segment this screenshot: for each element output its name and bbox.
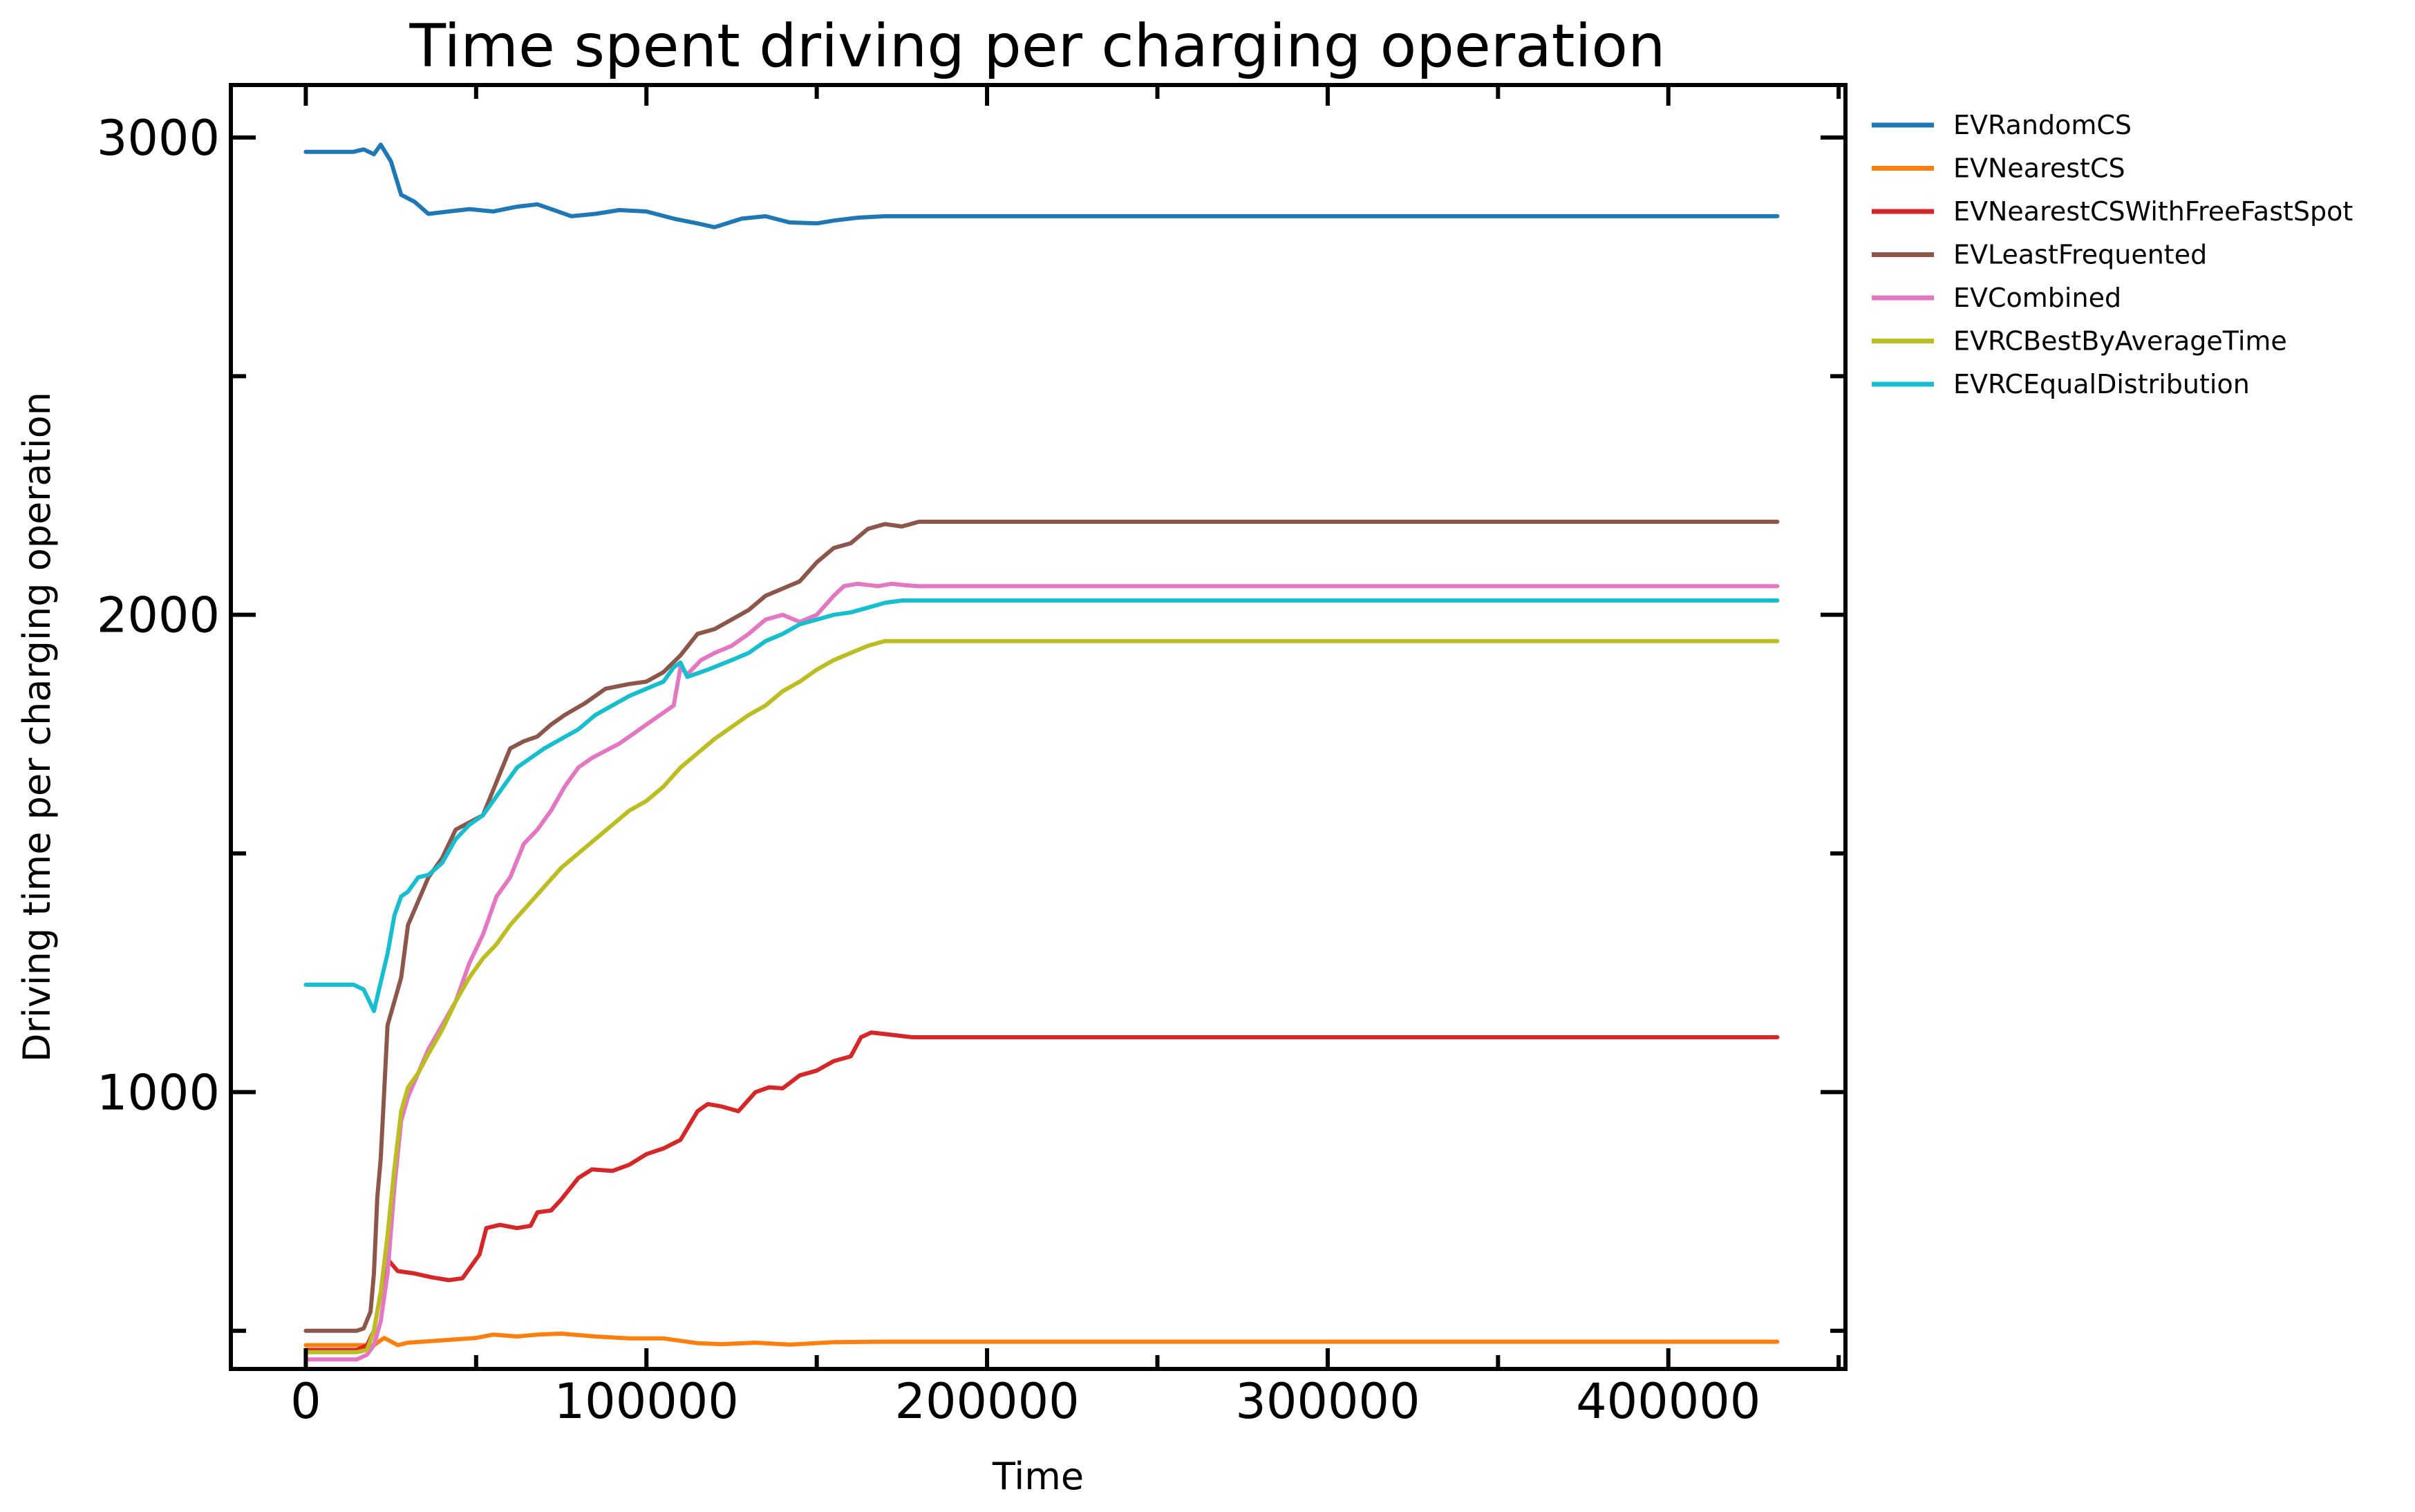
series-line-evrc-equal-distribution: [303, 598, 1780, 1013]
x-tick-label: 200000: [894, 1373, 1079, 1430]
legend-label: EVRCEqualDistribution: [1953, 369, 2250, 399]
series-line-ev-random-cs: [303, 142, 1780, 229]
legend-label: EVRandomCS: [1953, 110, 2132, 140]
legend-item: EVRCBestByAverageTime: [1872, 326, 2287, 357]
legend: EVRandomCS EVNearestCS EVNearestCSWithFree…: [1872, 110, 2353, 399]
series-line-ev-nearest-cs: [303, 1331, 1780, 1348]
x-tick-label: 400000: [1576, 1373, 1760, 1430]
legend-label: EVRCBestByAverageTime: [1953, 326, 2287, 357]
series-line-evrc-best-by-average-time: [303, 639, 1780, 1354]
tick-labels-layer: 0 100000 200000 300000 400000 1000 2000 3000: [97, 110, 1760, 1430]
legend-item: EVRandomCS: [1872, 110, 2132, 140]
legend-label: EVCombined: [1953, 283, 2121, 313]
series-line-ev-combined: [303, 581, 1780, 1362]
y-tick-label: 2000: [97, 587, 220, 644]
legend-item: EVRCEqualDistribution: [1872, 369, 2250, 399]
x-tick-label: 300000: [1235, 1373, 1420, 1430]
legend-item: EVLeastFrequented: [1872, 240, 2207, 270]
y-tick-label: 1000: [97, 1064, 220, 1121]
series-line-ev-nearest-cs-with-free-fast-spot: [303, 1030, 1780, 1352]
y-tick-label: 3000: [97, 110, 220, 167]
x-tick-label: 0: [290, 1373, 321, 1430]
plot-frame: [229, 83, 1848, 1371]
series-layer: [303, 142, 1780, 1362]
legend-item: EVCombined: [1872, 283, 2121, 313]
x-axis-label: Time: [992, 1455, 1084, 1498]
legend-item: EVNearestCSWithFreeFastSpot: [1872, 196, 2353, 227]
legend-label: EVNearestCSWithFreeFastSpot: [1953, 196, 2353, 227]
ticks-layer: [231, 85, 1845, 1369]
series-line-ev-least-frequented: [303, 520, 1780, 1333]
legend-item: EVNearestCS: [1872, 153, 2125, 184]
legend-label: EVNearestCS: [1953, 153, 2125, 184]
y-axis-label: Driving time per charging operation: [15, 392, 59, 1062]
chart-title: Time spent driving per charging operatio…: [408, 12, 1665, 81]
legend-label: EVLeastFrequented: [1953, 240, 2207, 270]
x-tick-label: 100000: [554, 1373, 739, 1430]
